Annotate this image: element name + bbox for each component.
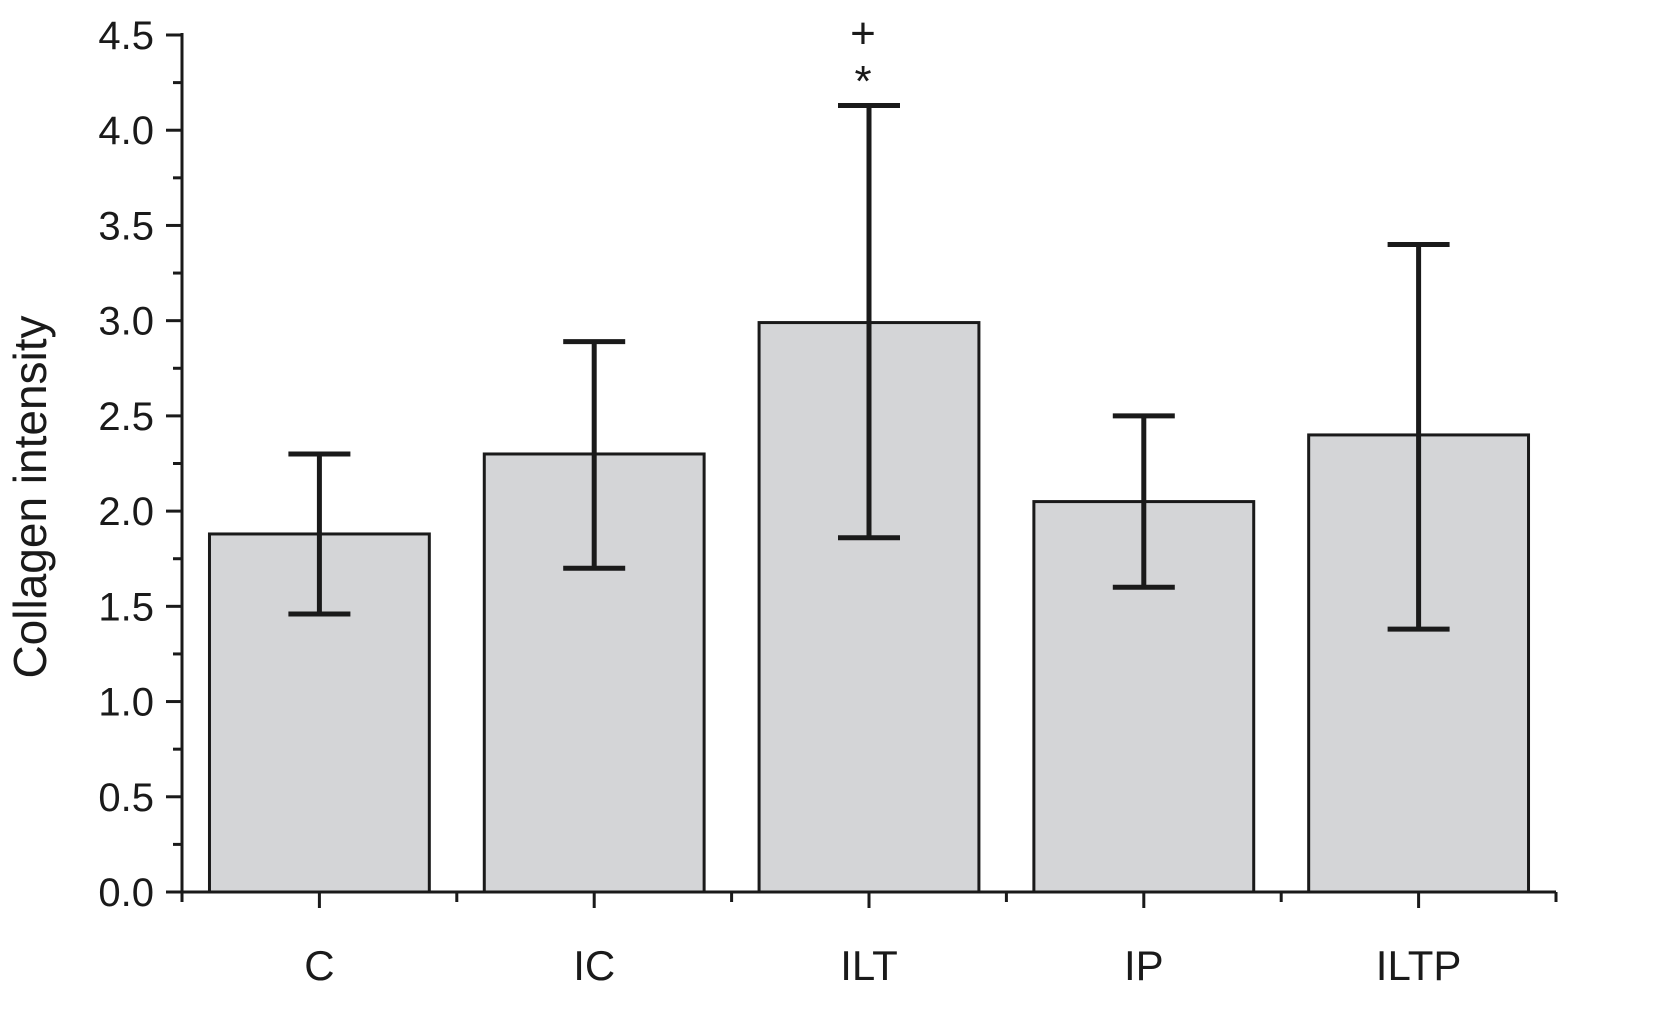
x-tick-label: IC [573,942,615,989]
y-tick-label: 3.5 [98,204,154,248]
y-tick-label: 0.0 [98,871,154,915]
x-tick-label: C [304,942,334,989]
y-tick-label: 1.5 [98,585,154,629]
y-axis-title: Collagen intensity [4,315,56,678]
x-tick-label: ILT [840,942,898,989]
error-bars [288,102,1450,632]
x-tick-label: ILTP [1376,942,1462,989]
y-tick-label: 4.0 [98,109,154,153]
x-axis: C IC ILT IP ILTP [180,890,1558,989]
y-tick-label: 1.0 [98,681,154,725]
y-tick-label: 2.0 [98,490,154,534]
x-tick-label: IP [1124,942,1164,989]
significance-annotations: +* [850,9,876,106]
y-tick-label: 2.5 [98,395,154,439]
significance-mark: + [850,9,876,58]
y-tick-label: 0.5 [98,776,154,820]
y-axis: 0.0 0.5 1.0 1.5 2.0 2.5 3.0 3.5 4.0 4.5 [98,14,184,915]
y-tick-label: 4.5 [98,14,154,58]
significance-mark: * [854,57,871,106]
y-tick-label: 3.0 [98,300,154,344]
